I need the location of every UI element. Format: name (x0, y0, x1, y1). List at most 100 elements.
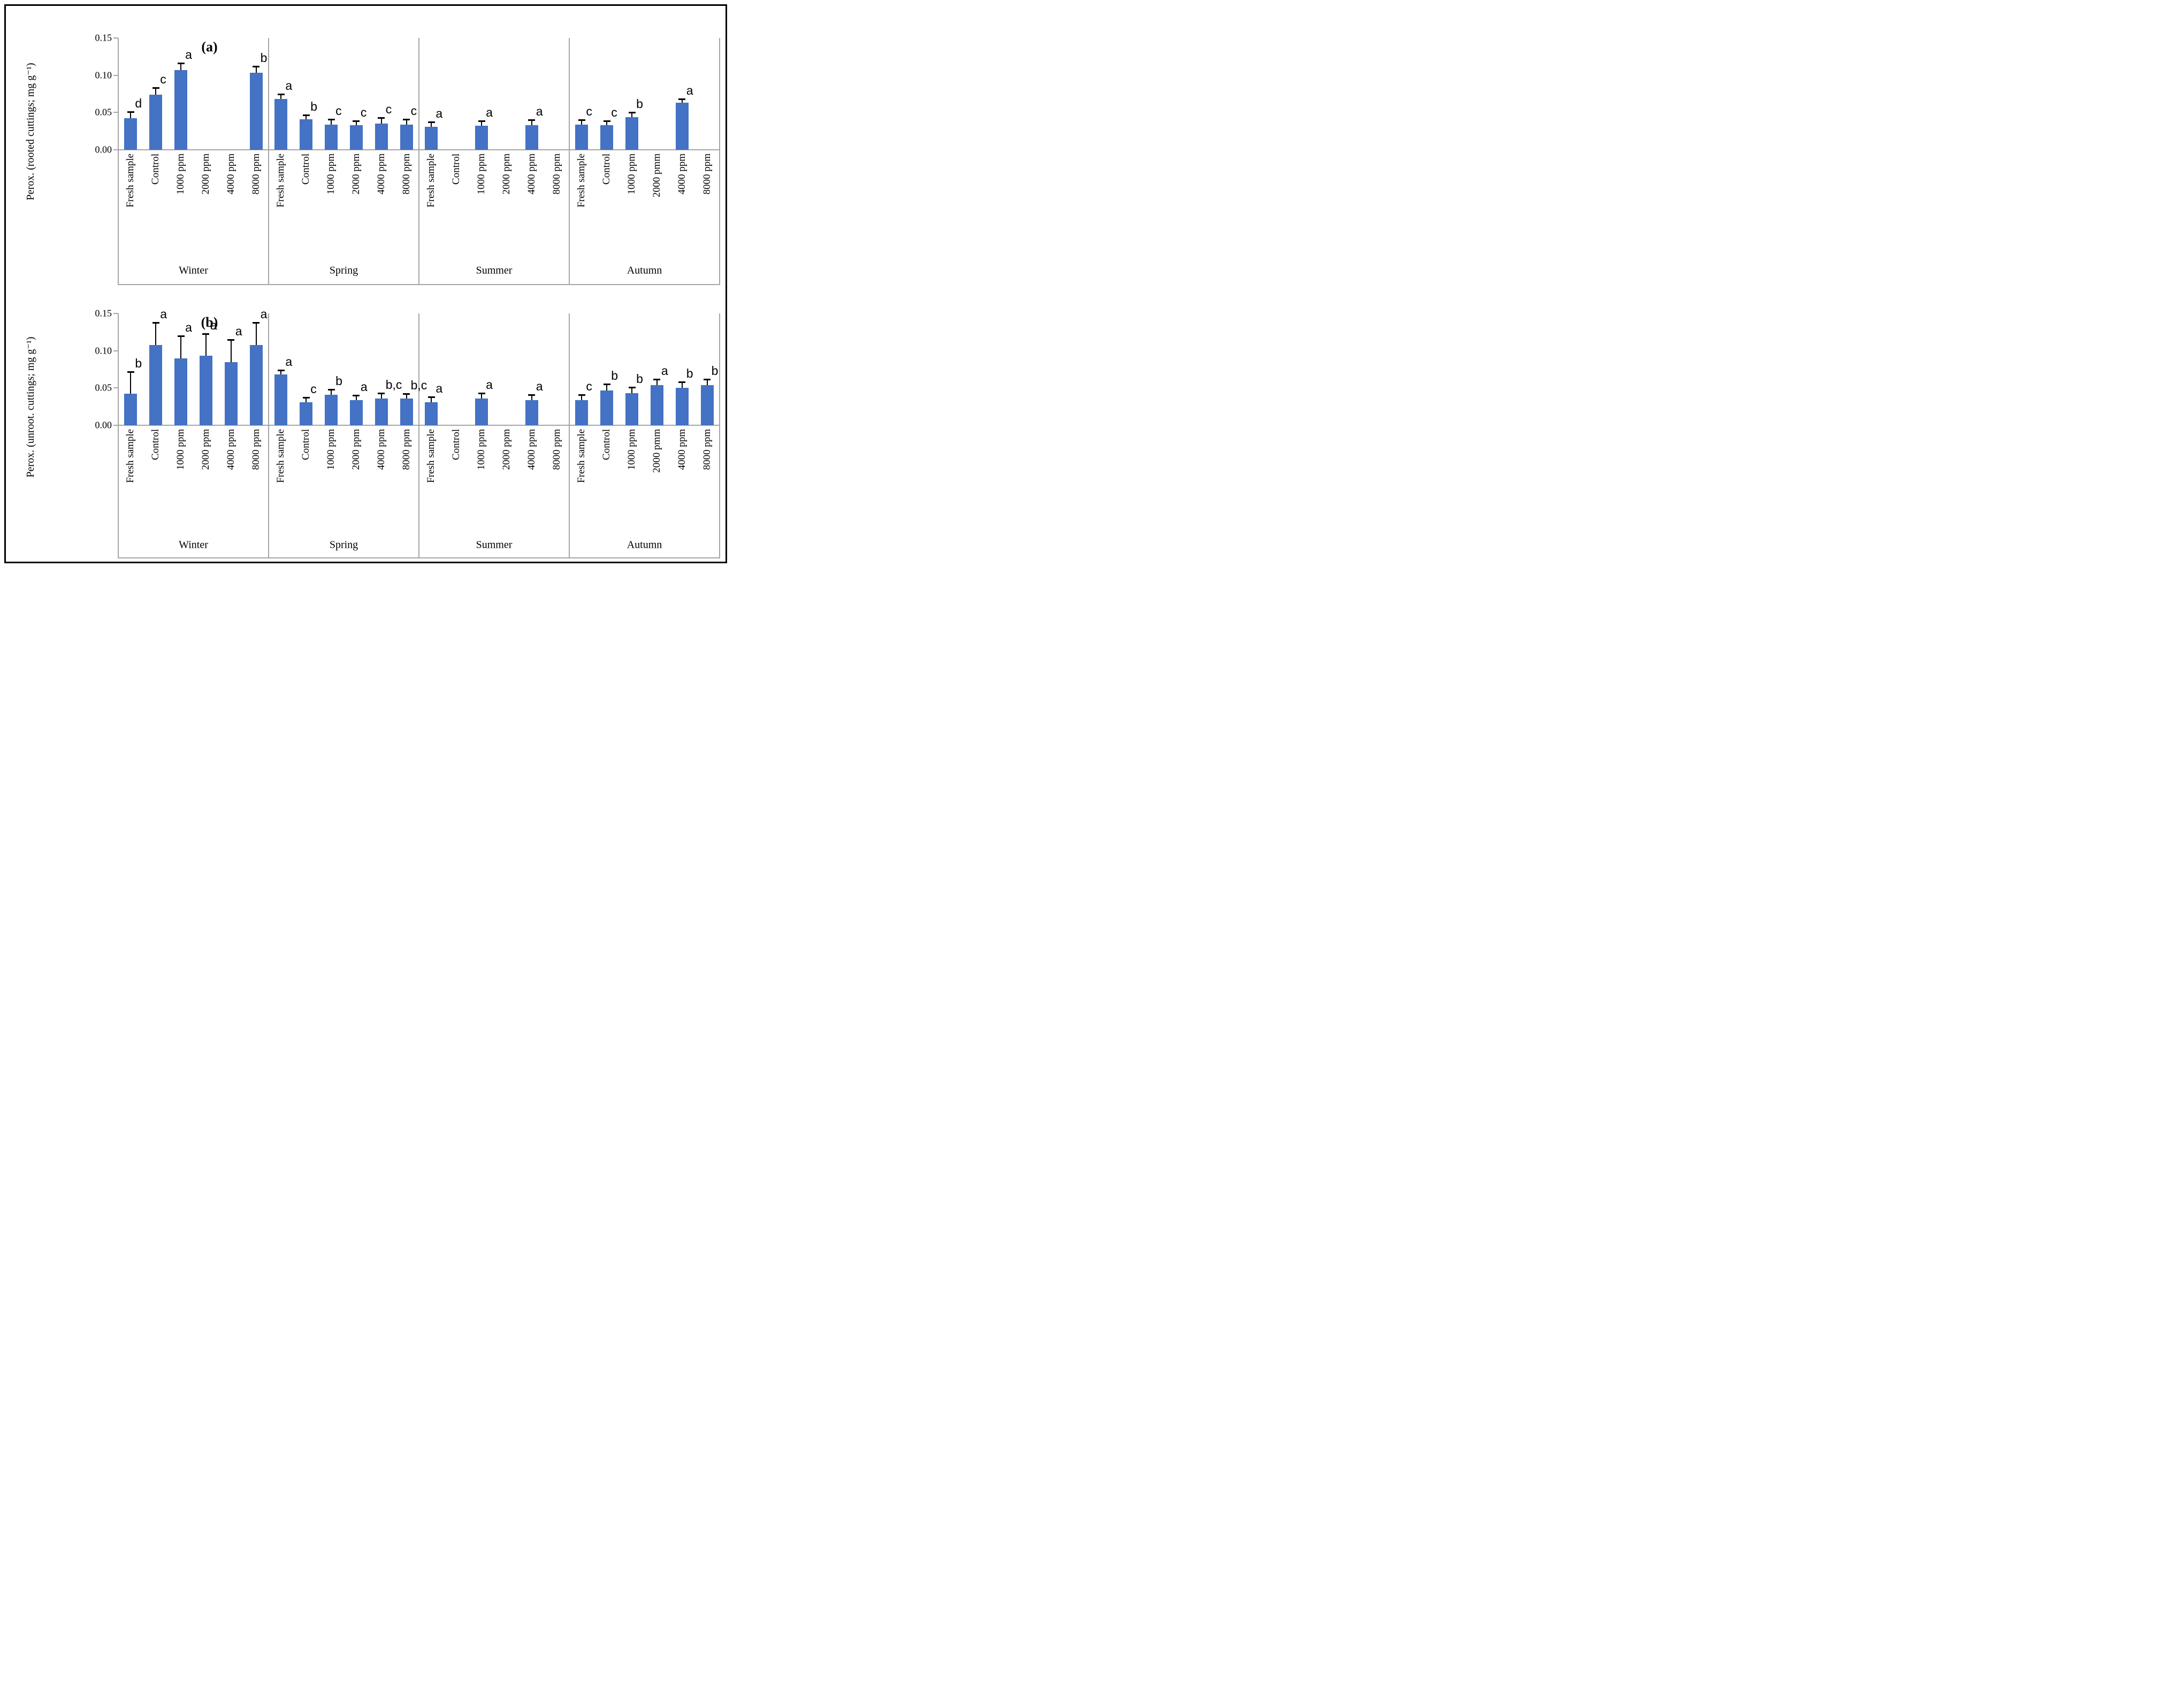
error-bar-whisker (656, 379, 658, 385)
error-bar-cap (403, 393, 410, 395)
error-bar-whisker (606, 384, 608, 390)
bar (124, 394, 138, 425)
bar (249, 73, 263, 150)
bar (675, 103, 689, 150)
season-divider (569, 313, 570, 558)
bar (625, 117, 639, 150)
bar (149, 344, 163, 425)
significance-letter: b (711, 363, 719, 378)
error-bar-whisker (531, 120, 532, 126)
error-bar-whisker (681, 99, 683, 103)
error-bar-whisker (230, 339, 232, 362)
x-tick-label: 1000 ppm (175, 429, 187, 470)
y-tick-label: 0.15 (95, 32, 112, 43)
x-tick-label: 8000 ppm (250, 429, 262, 470)
bar (325, 394, 338, 425)
season-group-label: Autumn (627, 539, 662, 550)
x-tick-label: 2000 ppm (500, 429, 512, 470)
bar (675, 388, 689, 425)
bar (199, 356, 212, 425)
significance-letter: c (586, 104, 592, 119)
error-bar-cap (628, 112, 636, 114)
error-bar-cap (603, 384, 610, 386)
x-tick-label: Fresh sample (576, 154, 587, 208)
x-tick-label: Fresh sample (576, 429, 587, 483)
bar (274, 99, 288, 150)
error-bar-whisker (431, 397, 432, 402)
significance-letter: b,c (385, 378, 402, 392)
error-bar-whisker (481, 120, 483, 126)
error-bar-whisker (481, 393, 483, 399)
significance-letter: b (611, 369, 618, 383)
error-bar-cap (653, 378, 661, 380)
y-tick-label: 0.05 (95, 106, 112, 118)
y-axis-line (118, 313, 119, 558)
error-bar-whisker (355, 395, 357, 400)
bar (349, 400, 363, 425)
error-bar-cap (127, 371, 134, 373)
y-tick-mark (113, 425, 118, 426)
significance-letter: b (135, 356, 142, 370)
bar (525, 125, 538, 150)
significance-letter: a (436, 106, 443, 121)
bar (325, 124, 338, 150)
season-group-label: Spring (329, 264, 358, 276)
season-divider (418, 38, 419, 285)
bar (349, 125, 363, 150)
bar (475, 126, 488, 150)
error-bar-cap (302, 397, 310, 399)
error-bar-whisker (631, 387, 633, 394)
y-axis-line (118, 38, 119, 285)
significance-letter: a (235, 324, 242, 338)
error-bar-whisker (280, 94, 282, 99)
error-bar-cap (378, 393, 385, 395)
error-bar-whisker (581, 394, 583, 400)
error-bar-cap (578, 119, 585, 121)
x-tick-label: Control (450, 154, 462, 185)
y-tick-mark (113, 350, 118, 351)
significance-letter: a (285, 354, 293, 369)
bar (174, 70, 188, 150)
season-group-label: Winter (179, 539, 208, 550)
error-bar-cap (327, 118, 335, 120)
significance-letter: a (436, 381, 443, 396)
x-tick-label: 4000 ppm (525, 429, 537, 470)
x-tick-label: 8000 ppm (250, 154, 262, 195)
season-divider (268, 313, 269, 558)
bar (149, 94, 163, 150)
error-bar-whisker (531, 394, 532, 400)
x-tick-label: Control (450, 429, 462, 461)
error-bar-whisker (406, 119, 407, 125)
significance-letter: c (586, 379, 592, 393)
bar (575, 124, 589, 150)
error-bar-cap (678, 381, 686, 384)
error-bar-cap (603, 120, 610, 122)
error-bar-cap (127, 111, 134, 113)
bar (174, 358, 188, 425)
y-tick-mark (113, 313, 118, 314)
x-tick-label: Fresh sample (275, 429, 287, 483)
significance-letter: b,c (410, 378, 427, 393)
bar (625, 393, 639, 425)
x-axis-line (118, 425, 720, 426)
significance-letter: d (135, 96, 142, 110)
error-bar-cap (478, 120, 485, 122)
x-tick-label: 8000 ppm (400, 429, 412, 470)
error-bar-whisker (581, 120, 583, 125)
x-tick-label: 1000 ppm (175, 154, 187, 195)
bar (300, 119, 313, 150)
x-tick-label: Control (601, 429, 613, 461)
x-tick-label: 2000 pmm (651, 154, 662, 197)
error-bar-cap (253, 321, 260, 324)
bar (425, 402, 438, 425)
bar (249, 344, 263, 425)
season-divider (418, 313, 419, 558)
x-tick-label: 8000 ppm (701, 429, 713, 470)
error-bar-whisker (380, 118, 382, 124)
error-bar-cap (152, 321, 159, 324)
error-bar-cap (478, 393, 485, 395)
bar (475, 398, 488, 425)
error-bar-whisker (606, 120, 608, 126)
error-bar-cap (253, 65, 260, 67)
error-bar-whisker (180, 63, 182, 70)
